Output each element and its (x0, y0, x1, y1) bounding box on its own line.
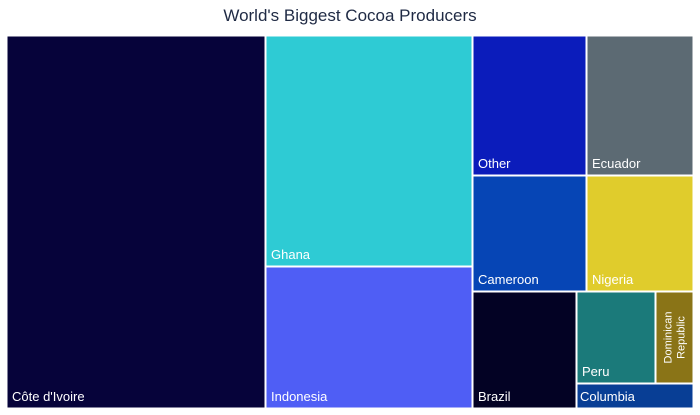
treemap-tile-indonesia[interactable] (265, 266, 473, 409)
treemap-tile-nigeria[interactable] (586, 175, 694, 292)
treemap-tile-ghana[interactable] (265, 35, 473, 267)
treemap-label-dominican-republic: DominicanRepublic (663, 312, 688, 364)
treemap-label-brazil: Brazil (478, 389, 511, 404)
treemap-label-other: Other (478, 156, 511, 171)
treemap-tile-peru[interactable] (576, 291, 656, 384)
treemap-label-ghana: Ghana (271, 247, 311, 262)
chart-title: World's Biggest Cocoa Producers (223, 6, 477, 25)
treemap-label-indonesia: Indonesia (271, 389, 328, 404)
treemap-tile-cameroon[interactable] (472, 175, 587, 292)
treemap-tile-dominican-republic[interactable] (655, 291, 694, 384)
treemap-tile-ecuador[interactable] (586, 35, 694, 176)
treemap-tile-brazil[interactable] (472, 291, 577, 409)
treemap-tile-columbia[interactable] (576, 383, 694, 409)
treemap-tile-c-te-d-ivoire[interactable] (6, 35, 266, 409)
treemap-label-peru: Peru (582, 364, 609, 379)
treemap-label-c-te-d-ivoire: Côte d'Ivoire (12, 389, 85, 404)
treemap-tile-other[interactable] (472, 35, 587, 176)
treemap-label-cameroon: Cameroon (478, 272, 539, 287)
treemap-label-columbia: Columbia (580, 389, 636, 404)
treemap-label-nigeria: Nigeria (592, 272, 634, 287)
treemap-label-ecuador: Ecuador (592, 156, 641, 171)
